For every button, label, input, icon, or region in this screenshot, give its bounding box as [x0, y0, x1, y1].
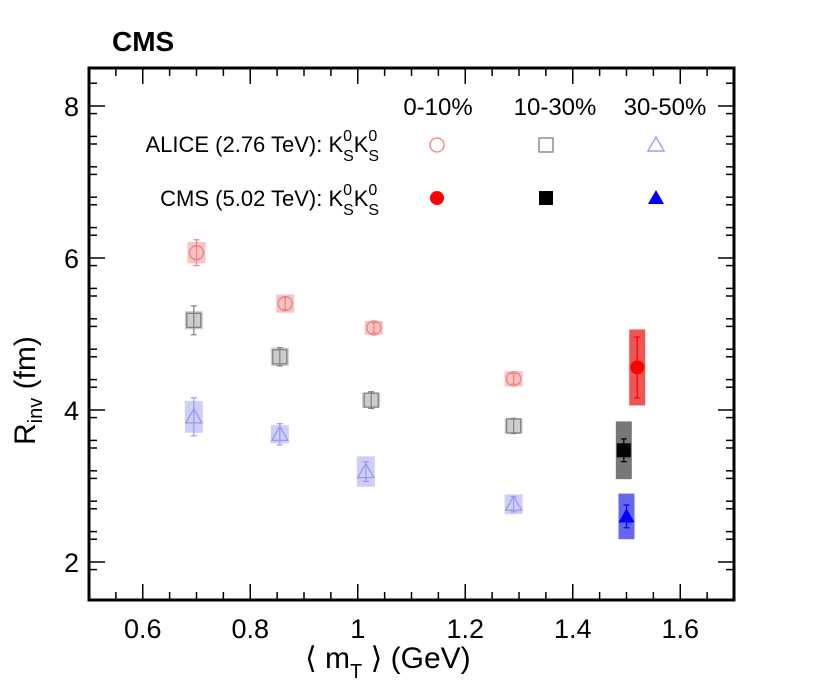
data-point	[366, 320, 382, 336]
x-tick-label: 0.6	[124, 614, 162, 644]
legend-marker	[539, 191, 553, 205]
legend-row-label: ALICE (2.76 TeV): K0 SK0 S	[145, 128, 379, 165]
data-point	[356, 462, 375, 479]
data-point	[277, 295, 293, 312]
experiment-label: CMS	[112, 26, 174, 57]
data-point	[618, 508, 635, 523]
data-point	[504, 494, 523, 511]
y-axis-title: Rinv (fm)	[9, 336, 47, 445]
data-point	[184, 407, 203, 424]
data-point	[363, 392, 379, 408]
data-point	[270, 424, 289, 442]
legend-marker	[646, 135, 666, 152]
data-point	[505, 418, 522, 434]
x-tick-label: 1.4	[554, 614, 592, 644]
legend-marker	[647, 189, 665, 205]
legend-marker	[430, 191, 444, 205]
x-tick-label: 1.6	[661, 614, 699, 644]
legend-column-header: 0-10%	[403, 94, 472, 121]
y-tick-label: 6	[64, 244, 79, 274]
y-tick-label: 4	[64, 396, 79, 426]
legend-marker	[538, 137, 554, 153]
x-axis-title: ⟨ mT ⟩ (GeV)	[305, 642, 471, 683]
legend-row-label: CMS (5.02 TeV): K0 SK0 S	[160, 182, 379, 219]
data-point	[272, 349, 288, 365]
x-tick-label: 1	[350, 614, 365, 644]
data-point	[630, 360, 645, 375]
x-tick-label: 1.2	[446, 614, 484, 644]
legend-marker	[429, 137, 445, 153]
x-tick-label: 0.8	[231, 614, 269, 644]
data-point	[505, 371, 522, 387]
legend-column-header: 10-30%	[514, 94, 597, 121]
data-point	[186, 312, 202, 328]
y-tick-label: 8	[64, 92, 79, 122]
legend-column-header: 30-50%	[624, 94, 707, 121]
data-point	[616, 443, 631, 458]
data-point	[188, 245, 205, 261]
y-tick-label: 2	[64, 548, 79, 578]
